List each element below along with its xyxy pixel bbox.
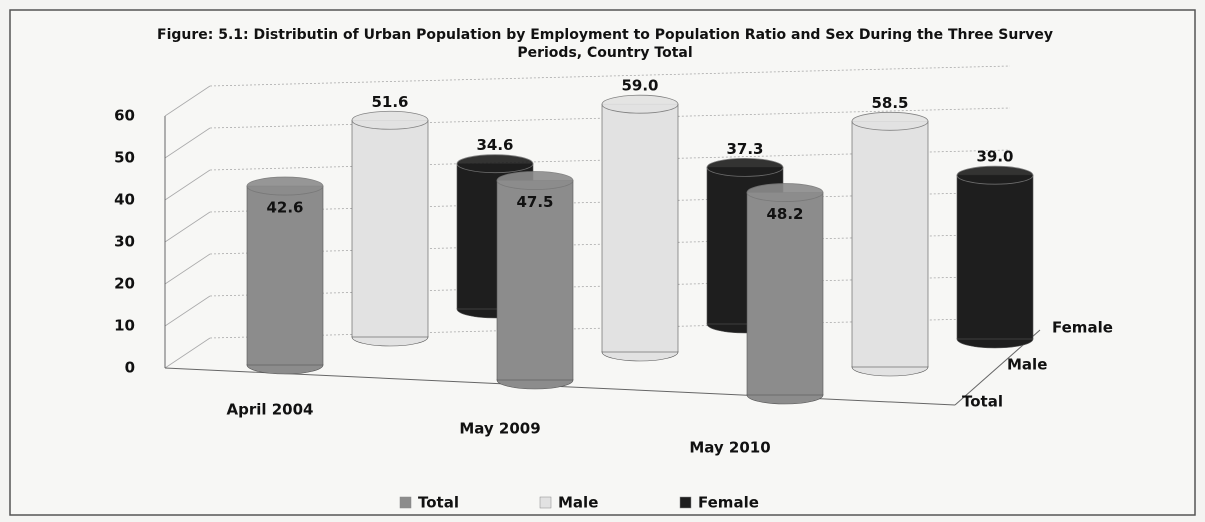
- value-label: 47.5: [516, 193, 553, 211]
- grid-line: [164, 337, 211, 369]
- grid-line: [164, 127, 211, 159]
- x-tick-label: April 2004: [227, 401, 314, 419]
- value-label: 59.0: [621, 77, 658, 95]
- value-label: 48.2: [766, 205, 803, 223]
- cylinder-top: [851, 111, 929, 131]
- y-tick-label: 0: [125, 359, 135, 377]
- bar: [246, 185, 324, 366]
- legend-label: Male: [558, 494, 598, 512]
- legend-swatch: [539, 496, 552, 509]
- y-tick-label: 40: [114, 191, 135, 209]
- y-tick-label: 50: [114, 149, 135, 167]
- chart-title: Figure: 5.1: Distributin of Urban Popula…: [157, 27, 1053, 61]
- x-tick-label: May 2009: [459, 420, 540, 438]
- cylinder-top: [601, 94, 679, 114]
- cylinder-top: [956, 165, 1034, 185]
- cylinder-top: [456, 154, 534, 174]
- bar: [956, 174, 1034, 340]
- bar: [851, 121, 929, 368]
- bar: [746, 192, 824, 396]
- value-label: 51.6: [371, 93, 408, 111]
- y-tick-label: 10: [114, 317, 135, 335]
- bar: [496, 180, 574, 381]
- value-label: 37.3: [726, 140, 763, 158]
- cylinder-top: [246, 176, 324, 196]
- grid-line: [164, 85, 211, 117]
- y-tick-label: 20: [114, 275, 135, 293]
- legend-label: Total: [418, 494, 459, 512]
- depth-label: Male: [1007, 356, 1047, 374]
- grid-line: [164, 211, 211, 243]
- cylinder-top: [351, 110, 429, 130]
- grid-line: [164, 295, 211, 327]
- value-label: 42.6: [266, 199, 303, 217]
- cylinder-top: [746, 183, 824, 202]
- grid-line: [164, 253, 211, 285]
- y-tick-label: 30: [114, 233, 135, 251]
- grid-line: [164, 169, 211, 201]
- value-label: 39.0: [976, 148, 1013, 166]
- value-label: 58.5: [871, 94, 908, 112]
- x-tick-label: May 2010: [689, 439, 770, 457]
- depth-label: Female: [1052, 319, 1113, 337]
- cylinder-top: [496, 171, 574, 190]
- bar: [351, 119, 429, 338]
- y-tick-label: 60: [114, 107, 135, 125]
- value-label: 34.6: [476, 136, 513, 154]
- depth-label: Total: [962, 393, 1003, 411]
- legend-swatch: [679, 496, 692, 509]
- cylinder-top: [706, 157, 784, 177]
- legend-swatch: [399, 496, 412, 509]
- bar: [601, 103, 679, 353]
- legend-label: Female: [698, 494, 759, 512]
- grid-line: [209, 65, 1011, 87]
